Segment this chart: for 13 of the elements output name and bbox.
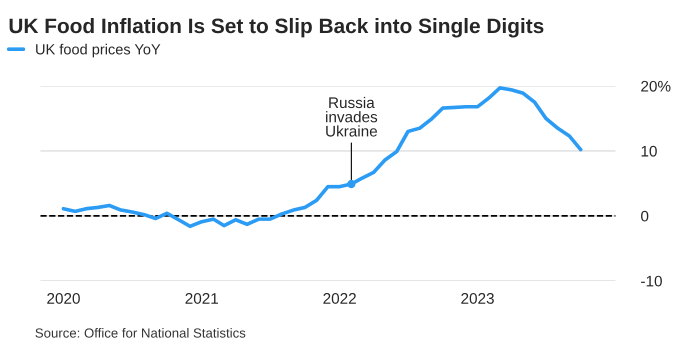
y-tick-label: 20% <box>641 80 670 92</box>
source-note: Source: Office for National Statistics <box>35 328 246 338</box>
y-tick-label: 10 <box>642 146 657 157</box>
chart-title: UK Food Inflation Is Set to Slip Back into Single Digits <box>10 18 544 38</box>
line-series <box>62 86 582 228</box>
y-tick-label: -10 <box>641 276 662 287</box>
annotation: Russia invades Ukraine <box>326 96 378 137</box>
x-tick-label: 2023 <box>461 293 494 304</box>
x-tick-label: 2020 <box>47 293 80 304</box>
x-tick-label: 2022 <box>323 293 356 304</box>
x-tick-label: 2021 <box>186 293 218 304</box>
y-tick-label: 0 <box>641 210 648 222</box>
legend-label: UK food prices YoY <box>36 44 160 58</box>
